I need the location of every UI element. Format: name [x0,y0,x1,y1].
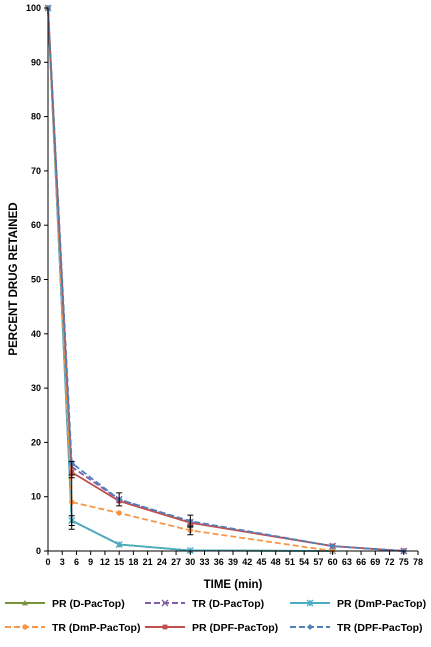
legend-item-tr-d-pactop: TR (D-PacTop) [145,598,264,610]
x-tick-label: 51 [285,557,295,567]
y-axis-title: PERCENT DRUG RETAINED [8,202,20,355]
x-tick-label: 27 [171,557,181,567]
x-tick-label: 75 [399,557,409,567]
legend-label: TR (D-PacTop) [192,598,264,610]
x-tick-label: 63 [342,557,352,567]
x-tick-label: 30 [185,557,195,567]
x-tick-label: 57 [313,557,323,567]
series-line [47,7,404,552]
x-tick-label: 24 [157,557,167,567]
x-tick-label: 21 [143,557,153,567]
series-line [47,7,333,552]
legend-label: PR (DmP-PacTop) [337,598,426,610]
y-tick-label: 20 [31,437,41,447]
x-tick-label: 3 [60,557,65,567]
x-axis-title: TIME (min) [204,579,263,591]
y-tick-labels: 0 10 20 30 40 50 60 70 80 90 100 [26,3,48,556]
x-tick-label: 36 [214,557,224,567]
error-bar [116,492,123,507]
x-tick-label: 12 [100,557,110,567]
legend-item-pr-d-pactop: PR (D-PacTop) [5,598,125,610]
legend-item-tr-dmp-pactop: TR (DmP-PacTop) [5,622,140,634]
y-tick-label: 0 [36,546,41,556]
x-tick-label: 39 [228,557,238,567]
series-pr-dpf-pactop [45,5,407,554]
series-tr-d-pactop [44,4,408,555]
data-point [116,510,122,516]
legend-label: PR (DPF-PacTop) [192,622,278,634]
x-tick-labels: 0 3 6 9 12 15 18 21 24 27 30 33 36 39 42 45 48 51 54 57 60 63… [45,551,423,567]
x-tick-label: 66 [356,557,366,567]
legend: PR (D-PacTop) TR (D-PacTop) PR (DmP-PacTop… [5,598,426,634]
x-tick-label: 54 [299,557,309,567]
x-tick-label: 78 [413,557,423,567]
y-tick-label: 90 [31,57,41,67]
y-tick-label: 100 [26,3,41,13]
series-line [47,7,333,552]
y-tick-label: 10 [31,492,41,502]
legend-label: TR (DPF-PacTop) [337,622,423,634]
error-bar [187,514,194,528]
series-tr-dmp-pactop [45,5,336,554]
legend-marker [162,624,168,630]
series-pr-d-pactop [45,5,336,554]
legend-marker [307,624,313,630]
legend-marker [306,599,314,607]
x-tick-label: 60 [328,557,338,567]
legend-item-pr-dpf-pactop: PR (DPF-PacTop) [145,622,278,634]
x-tick-label: 69 [370,557,380,567]
y-tick-label: 30 [31,383,41,393]
x-tick-label: 48 [271,557,281,567]
x-tick-label: 0 [45,557,50,567]
data-point [329,543,336,550]
x-tick-label: 6 [74,557,79,567]
x-tick-label: 33 [200,557,210,567]
x-tick-label: 72 [385,557,395,567]
y-tick-label: 70 [31,166,41,176]
series-pr-dmp-pactop [44,4,337,555]
x-tick-label: 45 [256,557,266,567]
x-tick-label: 9 [88,557,93,567]
legend-marker [22,600,28,606]
legend-marker [161,599,169,607]
series-line [47,7,404,552]
error-bar [68,460,75,479]
y-tick-label: 60 [31,220,41,230]
series-line [47,7,333,552]
x-tick-label: 15 [114,557,124,567]
y-tick-label: 40 [31,329,41,339]
y-tick-label: 50 [31,275,41,285]
legend-label: PR (D-PacTop) [52,598,125,610]
legend-item-tr-dpf-pactop: TR (DPF-PacTop) [290,622,423,634]
legend-item-pr-dmp-pactop: PR (DmP-PacTop) [290,598,426,610]
legend-label: TR (DmP-PacTop) [52,622,140,634]
series-line [47,7,404,552]
error-bars [68,460,194,536]
series-tr-dpf-pactop [45,5,407,554]
x-tick-label: 18 [128,557,138,567]
data-point [115,541,123,548]
legend-marker [22,624,28,630]
y-tick-label: 80 [31,112,41,122]
x-tick-label: 42 [242,557,252,567]
